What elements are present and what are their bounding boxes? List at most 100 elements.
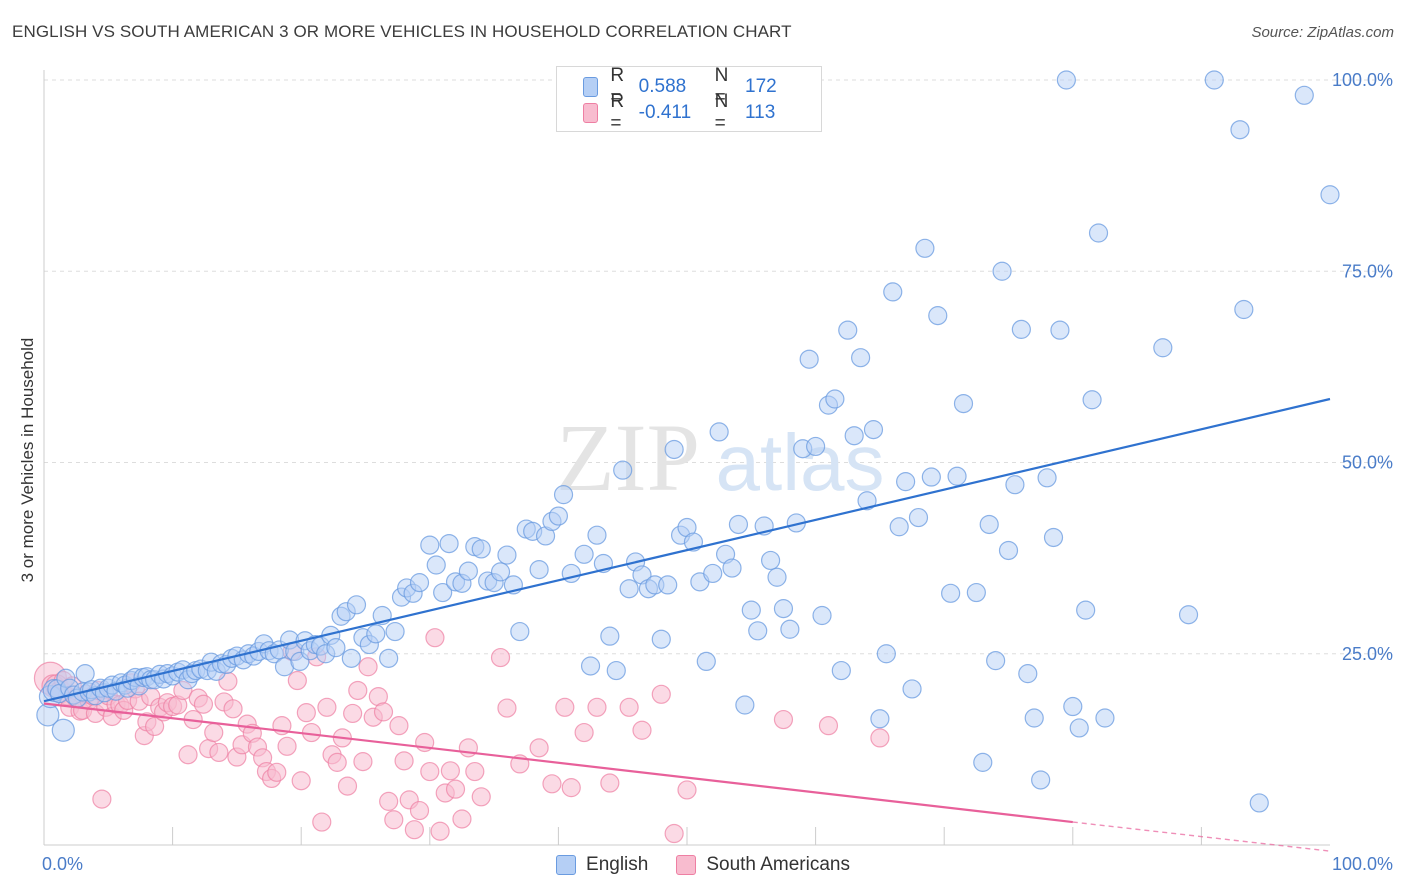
legend-south-american-label: South Americans	[706, 854, 850, 875]
south-american-point	[773, 709, 794, 730]
south-american-point	[497, 698, 517, 718]
english-point	[1063, 696, 1083, 717]
english-point	[366, 624, 386, 644]
legend-item-english: English	[556, 854, 648, 876]
english-point	[1082, 390, 1102, 410]
english-point	[805, 436, 826, 457]
english-point	[426, 555, 446, 575]
english-n-label: N =	[714, 65, 729, 108]
english-point	[812, 605, 832, 626]
english-point	[883, 282, 903, 302]
south-american-point	[420, 761, 440, 782]
english-point	[979, 514, 999, 535]
south-american-point	[587, 697, 607, 717]
south-american-point	[542, 774, 562, 794]
english-point	[433, 582, 453, 603]
english-point	[728, 514, 749, 535]
english-point	[1069, 718, 1089, 738]
english-point	[876, 644, 896, 664]
south-american-point	[465, 761, 485, 782]
south-american-point	[471, 787, 491, 807]
south-american-point	[677, 780, 697, 800]
y-axis-label: 3 or more Vehicles in Household	[18, 337, 37, 583]
south-american-point	[312, 812, 332, 832]
south-american-point	[348, 680, 368, 701]
y-tick-label-100: 100.0%	[1332, 70, 1393, 90]
english-point	[760, 550, 781, 571]
south-american-point	[529, 738, 549, 758]
english-point	[497, 545, 517, 565]
south-american-point	[555, 697, 575, 717]
south-american-point	[632, 720, 652, 740]
english-point	[722, 558, 742, 578]
english-point	[780, 619, 800, 639]
south-american-r-value: -0.411	[638, 102, 692, 123]
english-point	[1050, 320, 1070, 340]
south-american-point	[394, 751, 414, 771]
english-point	[851, 348, 871, 368]
english-point	[748, 621, 768, 641]
south-american-point	[651, 684, 671, 704]
south-american-point	[574, 722, 594, 743]
south-american-point	[209, 742, 229, 763]
south-american-point	[664, 823, 684, 844]
english-point	[953, 393, 974, 414]
english-point	[471, 539, 491, 559]
english-point	[619, 579, 639, 599]
south-american-point	[193, 694, 214, 714]
english-point	[341, 648, 361, 668]
english-point	[510, 621, 530, 642]
english-point	[75, 664, 95, 684]
english-point	[1249, 793, 1269, 813]
south-american-point	[440, 761, 460, 781]
english-point	[941, 583, 961, 603]
english-point	[889, 517, 909, 537]
english-point	[844, 426, 864, 446]
english-point	[51, 718, 75, 742]
watermark: ZIP atlas	[556, 404, 884, 511]
english-point	[908, 507, 929, 528]
english-point	[458, 561, 478, 581]
english-point	[1076, 600, 1096, 620]
english-point	[664, 439, 684, 460]
south-american-point	[204, 722, 224, 743]
english-point	[548, 506, 569, 526]
english-point	[587, 525, 607, 545]
english-point	[420, 535, 440, 555]
south-american-point	[291, 771, 311, 791]
english-swatch	[583, 77, 599, 97]
south-american-trend-extension	[1072, 821, 1331, 852]
english-point	[947, 466, 967, 486]
south-american-point	[223, 699, 243, 719]
english-point	[1204, 70, 1224, 90]
english-point	[857, 491, 877, 511]
south-american-point	[430, 821, 450, 841]
english-point	[831, 660, 851, 681]
english-point	[799, 349, 819, 369]
south-american-point	[389, 716, 409, 736]
english-point	[1153, 338, 1173, 358]
english-point	[1178, 605, 1199, 625]
english-point	[825, 389, 845, 409]
south-american-point	[296, 703, 316, 723]
english-point	[658, 575, 678, 595]
south-american-point	[358, 657, 378, 677]
english-point	[613, 460, 633, 480]
english-point	[928, 306, 948, 326]
south-american-point	[409, 800, 430, 821]
english-point	[1037, 468, 1057, 488]
english-r-value: 0.588	[638, 76, 687, 97]
english-point	[896, 472, 916, 492]
legend-row-english: R = 0.588 N = 172	[583, 65, 821, 108]
english-point	[973, 752, 993, 772]
legend-english-swatch	[556, 855, 577, 875]
south-american-point	[373, 702, 394, 722]
tick-labels: 25.0% 50.0% 75.0% 100.0% 0.0% 100.0%	[42, 70, 1393, 874]
english-point	[773, 599, 794, 619]
english-points	[36, 70, 1340, 813]
south-american-trend-line	[43, 702, 1073, 824]
y-tick-label-25: 25.0%	[1342, 644, 1393, 664]
english-point	[409, 573, 430, 593]
english-point	[1056, 70, 1076, 90]
